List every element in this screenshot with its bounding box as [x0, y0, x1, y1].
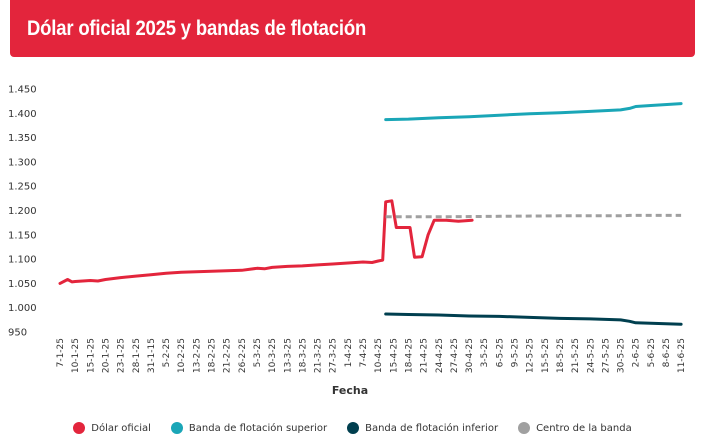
x-tick-label: 28-1-25: [132, 338, 142, 373]
x-tick-label: 8-6-25: [662, 338, 672, 367]
x-tick-label: 31-1-15: [147, 338, 157, 373]
x-tick-label: 10-4-25: [374, 338, 384, 373]
series-line-dólar-oficial: [58, 199, 474, 285]
x-tick-label: 2-6-25: [632, 338, 642, 367]
x-tick-label: 15-1-25: [86, 338, 96, 373]
legend-marker: [518, 422, 531, 434]
y-tick-label: 950: [8, 328, 27, 339]
chart-title: Dólar oficial 2025 y bandas de flotación: [27, 17, 367, 40]
legend-item: Banda de flotación inferior: [347, 422, 498, 434]
legend-marker: [347, 422, 360, 434]
x-tick-label: 15-5-25: [541, 338, 551, 373]
chart-legend: Dólar oficial Banda de flotación superior…: [0, 422, 705, 434]
x-tick-label: 30-5-25: [617, 338, 627, 373]
x-tick-label: 11-6-25: [677, 338, 687, 373]
x-tick-label: 30-4-25: [465, 338, 475, 373]
x-tick-label: 27-3-25: [329, 338, 339, 373]
x-tick-label: 10-3-25: [268, 338, 278, 373]
x-tick-label: 20-1-25: [101, 338, 111, 373]
x-tick-label: 15-4-25: [389, 338, 399, 373]
x-tick-label: 9-5-25: [511, 338, 521, 367]
y-tick-label: 1.300: [8, 157, 37, 168]
y-tick-label: 1.400: [8, 109, 37, 120]
line-chart: 950 1.000 1.050 1.100 1.150 1.200 1.250 1.300 1.…: [8, 85, 687, 398]
x-tick-label: 21-5-25: [571, 338, 581, 373]
y-tick-label: 1.100: [8, 255, 37, 266]
x-axis-label: Fecha: [332, 384, 368, 397]
x-tick-label: 10-1-25: [71, 338, 81, 373]
series-line-banda-de-flotación-superior: [384, 102, 683, 122]
x-tick-label: 13-2-25: [192, 338, 202, 373]
x-tick-label: 5-6-25: [647, 338, 657, 367]
legend-item: Centro de la banda: [518, 422, 632, 434]
x-tick-label: 18-4-25: [404, 338, 414, 373]
x-tick-label: 10-2-25: [177, 338, 187, 373]
x-tick-label: 27-5-25: [601, 338, 611, 373]
series-line-banda-de-flotación-inferior: [384, 312, 683, 326]
y-tick-label: 1.450: [8, 85, 37, 96]
legend-label: Banda de flotación superior: [188, 422, 328, 434]
x-tick-label: 18-3-25: [298, 338, 308, 373]
legend-label: Centro de la banda: [536, 422, 632, 434]
x-tick-label: 7-4-25: [359, 338, 369, 367]
x-tick-label: 6-5-25: [495, 338, 505, 367]
legend-label: Dólar oficial: [91, 422, 151, 434]
chart-header: Dólar oficial 2025 y bandas de flotación: [10, 0, 695, 57]
x-tick-label: 24-4-25: [435, 338, 445, 373]
y-tick-label: 1.150: [8, 230, 37, 241]
x-tick-label: 26-2-25: [238, 338, 248, 373]
x-tick-label: 24-5-25: [586, 338, 596, 373]
legend-label: Banda de flotación inferior: [365, 422, 499, 434]
x-tick-label: 5-3-25: [253, 338, 263, 367]
x-tick-label: 18-2-25: [208, 338, 218, 373]
legend-marker: [73, 422, 86, 434]
legend-item: Banda de flotación superior: [170, 422, 328, 434]
legend-marker: [170, 422, 183, 434]
x-tick-label: 1-4-25: [344, 338, 354, 367]
x-tick-label: 21-2-25: [223, 338, 233, 373]
legend-item: Dólar oficial: [73, 422, 151, 434]
y-tick-label: 1.350: [8, 133, 37, 144]
x-tick-label: 23-1-25: [117, 338, 127, 373]
x-tick-label: 3-5-25: [480, 338, 490, 367]
x-tick-label: 7-1-25: [56, 338, 66, 367]
x-tick-label: 12-5-25: [526, 338, 536, 373]
x-tick-label: 18-5-25: [556, 338, 566, 373]
y-tick-label: 1.050: [8, 279, 37, 290]
x-tick-label: 13-3-25: [283, 338, 293, 373]
x-tick-label: 5-2-25: [162, 338, 172, 367]
y-tick-label: 1.200: [8, 206, 37, 217]
y-tick-label: 1.000: [8, 303, 37, 314]
x-tick-label: 21-4-25: [420, 338, 430, 373]
x-tick-label: 21-3-25: [314, 338, 324, 373]
x-tick-label: 27-4-25: [450, 338, 460, 373]
y-tick-label: 1.250: [8, 182, 37, 193]
series-line-centro-de-la-banda: [385, 213, 682, 219]
